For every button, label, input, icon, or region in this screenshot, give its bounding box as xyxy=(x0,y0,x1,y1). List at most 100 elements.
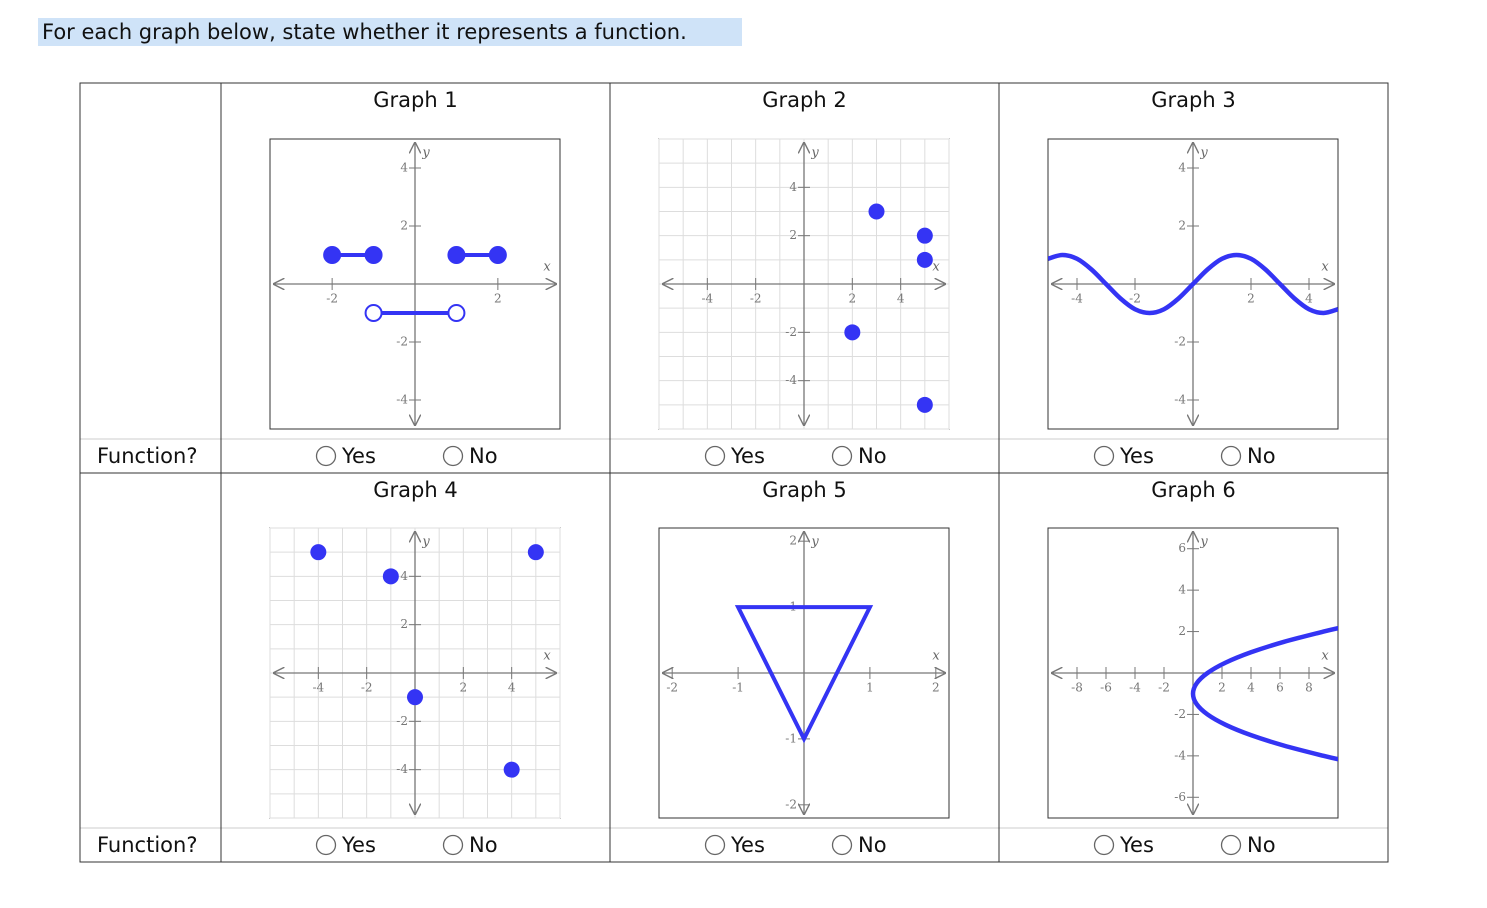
point xyxy=(868,203,885,220)
y-tick-label: -4 xyxy=(396,393,408,407)
endpoint xyxy=(447,246,466,264)
curve xyxy=(1190,625,1338,762)
radio-label[interactable]: No xyxy=(469,833,498,857)
point xyxy=(310,544,327,561)
radio-button[interactable] xyxy=(1093,445,1115,467)
marks xyxy=(734,605,874,744)
y-tick-label: -2 xyxy=(1174,707,1186,721)
graph: -8 -6 -4 -2 2 4 6 8 -6 -4 -2 2 4 6 x y xyxy=(1047,527,1339,819)
radio-button[interactable] xyxy=(315,445,337,467)
x-tick-label: 4 xyxy=(897,292,905,306)
y-tick-label: 4 xyxy=(1178,583,1186,597)
x-tick-label: -4 xyxy=(1129,681,1141,695)
y-tick-label: 2 xyxy=(400,617,408,631)
radio-button[interactable] xyxy=(315,834,337,856)
x-tick-label: -2 xyxy=(326,292,338,306)
x-tick-label: 2 xyxy=(460,681,468,695)
point xyxy=(382,568,399,585)
radio-label[interactable]: No xyxy=(1247,833,1276,857)
radio-label[interactable]: Yes xyxy=(730,444,765,468)
x-tick-label: 2 xyxy=(1247,292,1255,306)
y-tick-label: 2 xyxy=(789,228,797,242)
x-tick-label: 8 xyxy=(1305,681,1313,695)
marks xyxy=(844,203,933,413)
point xyxy=(407,689,423,706)
y-tick-label: -1 xyxy=(785,731,797,745)
x-tick-label: -2 xyxy=(750,292,762,306)
point xyxy=(916,227,933,244)
y-tick-label: -2 xyxy=(396,335,408,349)
radio-button[interactable] xyxy=(704,445,726,467)
graph: -4 -2 2 4 -4 -2 2 4 x y xyxy=(269,527,561,819)
graph-title: Graph 2 xyxy=(762,88,846,112)
polygon xyxy=(734,605,874,744)
point xyxy=(844,324,861,341)
y-tick-label: 2 xyxy=(400,219,408,233)
radio-button[interactable] xyxy=(1093,834,1115,856)
radio-label[interactable]: No xyxy=(469,444,498,468)
radio-button[interactable] xyxy=(442,834,464,856)
endpoint xyxy=(447,304,466,322)
x-axis-label: x xyxy=(932,260,940,275)
x-tick-label: -4 xyxy=(1071,292,1083,306)
radio-label[interactable]: Yes xyxy=(1119,833,1154,857)
x-tick-label: 2 xyxy=(849,292,857,306)
x-tick-label: 2 xyxy=(932,681,940,695)
y-tick-label: 2 xyxy=(1178,624,1186,638)
y-axis-label: y xyxy=(421,146,430,161)
x-tick-label: -2 xyxy=(361,681,373,695)
x-axis-label: x xyxy=(543,260,551,275)
radio-button[interactable] xyxy=(442,445,464,467)
y-axis-label: y xyxy=(810,146,819,161)
radio-button[interactable] xyxy=(1220,445,1242,467)
x-tick-label: -1 xyxy=(732,681,744,695)
graph: -4 -2 2 4 -4 -2 2 4 x y xyxy=(658,138,950,430)
y-tick-label: -2 xyxy=(785,325,797,339)
y-tick-label: -4 xyxy=(1174,748,1186,762)
row-label: Function? xyxy=(97,833,197,857)
radio-button[interactable] xyxy=(831,834,853,856)
x-tick-label: 4 xyxy=(1305,292,1313,306)
row-label: Function? xyxy=(97,444,197,468)
y-axis-label: y xyxy=(1199,146,1208,161)
graph-title: Graph 6 xyxy=(1151,478,1235,502)
graph: -2 2 -4 -2 2 4 x y xyxy=(269,138,561,430)
y-tick-label: 4 xyxy=(400,569,408,583)
y-axis-label: y xyxy=(1199,535,1208,550)
marks xyxy=(323,246,507,322)
x-axis-label: x xyxy=(543,649,551,664)
radio-button[interactable] xyxy=(831,445,853,467)
x-tick-label: -2 xyxy=(1129,292,1141,306)
point xyxy=(916,251,933,268)
radio-label[interactable]: Yes xyxy=(730,833,765,857)
radio-button[interactable] xyxy=(704,834,726,856)
radio-label[interactable]: No xyxy=(858,444,887,468)
y-tick-label: -4 xyxy=(396,762,408,776)
marks xyxy=(1048,252,1338,316)
y-tick-label: -2 xyxy=(1174,335,1186,349)
endpoint xyxy=(323,246,342,264)
y-tick-label: 2 xyxy=(1178,219,1186,233)
radio-label[interactable]: Yes xyxy=(341,833,376,857)
radio-label[interactable]: Yes xyxy=(341,444,376,468)
y-tick-label: -2 xyxy=(396,714,408,728)
radio-button[interactable] xyxy=(1220,834,1242,856)
y-axis-label: y xyxy=(810,535,819,550)
radio-label[interactable]: Yes xyxy=(1119,444,1154,468)
y-tick-label: 4 xyxy=(400,161,408,175)
curve xyxy=(1048,252,1338,316)
graph-title: Graph 1 xyxy=(373,88,457,112)
x-axis-label: x xyxy=(932,649,940,664)
x-tick-label: -4 xyxy=(701,292,713,306)
graph: -4 -2 2 4 -4 -2 2 4 x y xyxy=(1047,138,1339,430)
radio-label[interactable]: No xyxy=(858,833,887,857)
y-tick-label: -6 xyxy=(1174,790,1186,804)
x-tick-label: 4 xyxy=(1247,681,1255,695)
x-axis-label: x xyxy=(1321,649,1329,664)
radio-label[interactable]: No xyxy=(1247,444,1276,468)
point xyxy=(503,761,520,778)
endpoint xyxy=(488,246,507,264)
